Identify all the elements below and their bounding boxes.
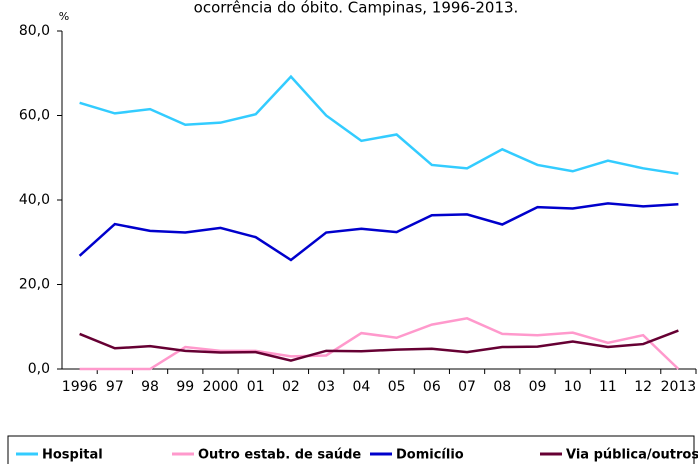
x-tick-label: 2000 — [203, 379, 239, 395]
series-line — [79, 74, 679, 176]
x-tick-label: 01 — [247, 379, 265, 395]
x-tick-label: 05 — [388, 379, 406, 395]
legend-label: Outro estab. de saúde — [198, 448, 361, 463]
x-tick-label: 97 — [106, 379, 124, 395]
chart-title: ocorrência do óbito. Campinas, 1996-2013… — [194, 0, 519, 17]
x-tick-label: 98 — [141, 379, 159, 395]
x-tick-label: 99 — [176, 379, 194, 395]
x-tick-label: 04 — [352, 379, 370, 395]
legend-label: Domicílio — [396, 448, 464, 463]
y-tick-label: 40,0 — [19, 192, 50, 208]
x-tick-label: 03 — [317, 379, 335, 395]
y-tick-label: 0,0 — [28, 361, 50, 377]
y-tick-label: 80,0 — [19, 23, 50, 39]
x-tick-label: 10 — [564, 379, 582, 395]
y-axis-label: % — [59, 10, 69, 23]
x-tick-label: 2013 — [661, 379, 697, 395]
series-line — [78, 202, 679, 262]
legend-label: Hospital — [42, 448, 103, 463]
x-tick-label: 11 — [599, 379, 617, 395]
series-line — [79, 329, 679, 362]
x-tick-label: 02 — [282, 379, 300, 395]
y-tick-label: 60,0 — [19, 108, 50, 124]
x-tick-label: 12 — [634, 379, 652, 395]
x-tick-label: 08 — [493, 379, 511, 395]
x-tick-label: 09 — [529, 379, 547, 395]
x-tick-label: 07 — [458, 379, 476, 395]
y-tick-label: 20,0 — [19, 277, 50, 293]
x-tick-label: 06 — [423, 379, 441, 395]
x-tick-label: 1996 — [62, 379, 98, 395]
legend-label: Via pública/outros — [566, 448, 698, 463]
legend-box — [7, 435, 695, 464]
